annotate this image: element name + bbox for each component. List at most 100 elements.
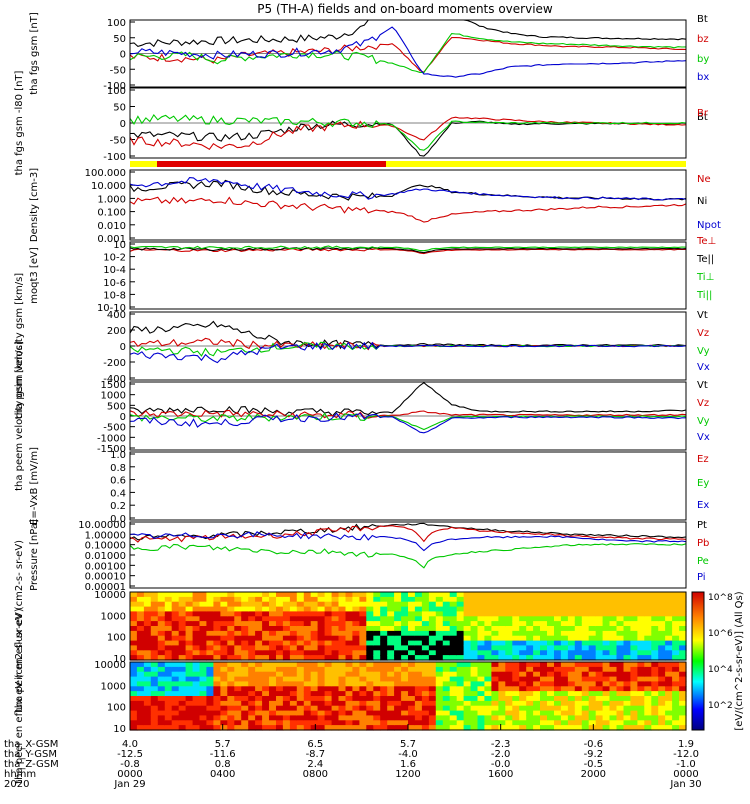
heat-cell <box>213 666 221 673</box>
heat-cell <box>136 696 145 702</box>
heat-cell <box>456 700 465 707</box>
heat-cell <box>234 621 242 627</box>
heat-cell <box>519 616 527 622</box>
heat-cell <box>637 635 645 642</box>
xtick-time: 2000 <box>581 769 606 780</box>
panel-peem_velocity: tha peem velocity gsm [km/s] 150010005000… <box>14 341 710 491</box>
heat-cell <box>338 645 346 651</box>
heat-cell <box>512 700 520 707</box>
heat-cell <box>387 666 395 673</box>
heat-cell <box>602 655 611 661</box>
heat-cell <box>401 616 409 622</box>
heat-cell <box>616 645 624 651</box>
heat-cell <box>171 696 180 702</box>
heat-cell <box>505 650 513 656</box>
heat-cell <box>150 686 159 692</box>
heat-cell <box>672 681 680 687</box>
heat-cell <box>651 691 659 697</box>
heat-cell <box>380 696 388 702</box>
heat-cell <box>269 645 277 651</box>
ytick-pressure: 0.10000 <box>85 541 126 552</box>
heat-cell <box>164 655 173 661</box>
heat-cell <box>352 626 360 632</box>
heat-cell <box>637 592 645 598</box>
heat-cell <box>359 725 367 731</box>
heat-cell <box>401 626 409 632</box>
heat-cell <box>463 710 472 717</box>
heat-cell <box>602 611 611 617</box>
heat-cell <box>428 671 437 678</box>
heat-cell <box>171 635 180 642</box>
heat-cell <box>554 666 562 673</box>
panel-frame-fgs_gsm_l80 <box>129 87 687 159</box>
heat-cell <box>449 606 458 613</box>
ylabel-e_field: E=-VxB [mV/m] <box>29 447 40 525</box>
heat-cell <box>540 626 548 632</box>
heat-cell <box>206 676 214 683</box>
heat-cell <box>136 715 145 721</box>
heat-cell <box>616 671 624 678</box>
heat-cell <box>477 696 485 702</box>
heat-cell <box>505 705 513 712</box>
heat-cell <box>380 676 388 683</box>
heat-cell <box>366 700 374 707</box>
heat-cell <box>130 700 138 707</box>
heat-cell <box>491 650 499 656</box>
heat-cell <box>665 626 673 632</box>
heat-cell <box>588 696 597 702</box>
heat-cell <box>296 691 305 697</box>
heat-cell <box>679 592 687 598</box>
heat-cell <box>463 696 472 702</box>
heat-cell <box>533 606 541 613</box>
heat-cell <box>672 696 680 702</box>
heat-cell <box>192 650 201 656</box>
heat-cell <box>428 650 437 656</box>
heat-cell <box>234 662 242 668</box>
heat-cell <box>317 616 326 622</box>
heat-cell <box>470 705 479 712</box>
heat-cell <box>428 611 437 617</box>
heat-cell <box>623 635 631 642</box>
heat-cell <box>352 630 360 637</box>
heat-cell <box>547 645 555 651</box>
heat-cell <box>338 715 346 721</box>
heat-cell <box>595 611 604 617</box>
heat-cell <box>331 700 340 707</box>
heat-cell <box>289 596 298 603</box>
heat-cell <box>512 592 520 598</box>
heat-cell <box>484 710 492 717</box>
heat-cell <box>324 671 333 678</box>
heat-cell <box>366 655 374 661</box>
xaxis-row-label: 2020 <box>4 779 29 790</box>
heat-cell <box>477 720 485 726</box>
heat-cell <box>463 720 472 726</box>
heat-cell <box>630 655 638 661</box>
heat-cell <box>150 671 159 678</box>
heat-cell <box>414 705 423 712</box>
heat-cell <box>477 681 485 687</box>
heat-cell <box>255 715 263 721</box>
heat-cell <box>338 601 346 608</box>
heat-cell <box>512 676 520 683</box>
heat-cell <box>143 611 152 617</box>
heat-cell <box>289 686 298 692</box>
heat-cell <box>498 635 506 642</box>
heat-cell <box>428 592 437 598</box>
heat-cell <box>616 601 624 608</box>
heat-cell <box>595 640 604 647</box>
heat-cell <box>574 671 583 678</box>
heat-cell <box>164 715 173 721</box>
heat-cell <box>491 635 499 642</box>
heat-cell <box>435 592 444 598</box>
heat-cell <box>567 700 576 707</box>
heat-cell <box>157 635 166 642</box>
heat-cell <box>644 626 652 632</box>
heat-cell <box>331 676 340 683</box>
heat-cell <box>331 666 340 673</box>
heat-cell <box>206 640 214 647</box>
heat-cell <box>428 696 437 702</box>
heat-cell <box>373 606 381 613</box>
heat-cell <box>143 655 152 661</box>
heat-cell <box>164 681 173 687</box>
heat-cell <box>498 650 506 656</box>
